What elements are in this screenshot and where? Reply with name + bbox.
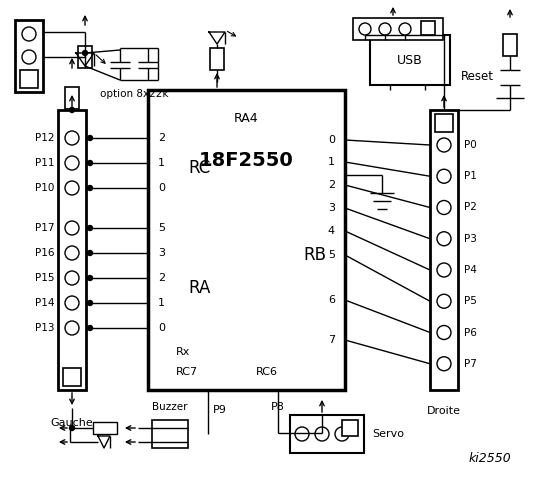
Text: Rx: Rx <box>176 347 190 357</box>
Bar <box>148 90 345 390</box>
Circle shape <box>87 135 92 141</box>
Text: 0: 0 <box>328 135 335 145</box>
Bar <box>435 114 453 132</box>
Bar <box>210 48 224 70</box>
Text: 7: 7 <box>328 335 335 345</box>
Text: RC6: RC6 <box>256 367 278 377</box>
Text: P14: P14 <box>34 298 54 308</box>
Text: P0: P0 <box>464 140 477 150</box>
Text: 2: 2 <box>328 180 335 190</box>
Text: 5: 5 <box>158 223 165 233</box>
Circle shape <box>87 251 92 255</box>
Text: option 8x22k: option 8x22k <box>100 89 169 99</box>
Bar <box>430 110 458 390</box>
Text: P13: P13 <box>34 323 54 333</box>
Text: 3: 3 <box>158 248 165 258</box>
Bar <box>65 87 79 109</box>
Text: 18F2550: 18F2550 <box>199 151 294 169</box>
Text: P16: P16 <box>34 248 54 258</box>
Text: 2: 2 <box>158 273 165 283</box>
Text: P2: P2 <box>464 203 477 213</box>
Bar <box>93 422 117 434</box>
Text: RA4: RA4 <box>234 111 259 124</box>
Bar <box>290 415 364 453</box>
Text: P11: P11 <box>34 158 54 168</box>
Text: 6: 6 <box>328 295 335 305</box>
Text: 1: 1 <box>158 298 165 308</box>
Text: Gauche: Gauche <box>51 418 93 428</box>
Text: 1: 1 <box>328 157 335 167</box>
Text: RB: RB <box>304 246 326 264</box>
Circle shape <box>70 425 75 431</box>
Bar <box>152 420 188 448</box>
Text: ki2550: ki2550 <box>468 452 512 465</box>
Text: 5: 5 <box>328 250 335 260</box>
Bar <box>20 70 38 88</box>
Text: P6: P6 <box>464 327 477 337</box>
Bar <box>15 20 43 92</box>
Bar <box>78 46 92 68</box>
Text: P1: P1 <box>464 171 477 181</box>
Text: 0: 0 <box>158 323 165 333</box>
Text: P12: P12 <box>34 133 54 143</box>
Circle shape <box>87 276 92 280</box>
Text: 0: 0 <box>158 183 165 193</box>
Circle shape <box>87 160 92 166</box>
Circle shape <box>87 185 92 191</box>
Text: Reset: Reset <box>461 71 494 84</box>
Text: RA: RA <box>188 279 210 297</box>
Text: 1: 1 <box>158 158 165 168</box>
Text: P15: P15 <box>34 273 54 283</box>
Text: P8: P8 <box>271 402 285 412</box>
Text: Servo: Servo <box>372 429 404 439</box>
Text: P3: P3 <box>464 234 477 244</box>
Text: P5: P5 <box>464 296 477 306</box>
Bar <box>421 21 435 35</box>
Text: Buzzer: Buzzer <box>152 402 188 412</box>
Circle shape <box>82 50 87 56</box>
Text: 4: 4 <box>328 226 335 236</box>
Text: P4: P4 <box>464 265 477 275</box>
Text: RC7: RC7 <box>176 367 198 377</box>
Text: P9: P9 <box>213 405 227 415</box>
Circle shape <box>87 226 92 230</box>
Text: P10: P10 <box>35 183 54 193</box>
Bar <box>353 18 443 40</box>
Text: P7: P7 <box>464 359 477 369</box>
Text: 3: 3 <box>328 203 335 213</box>
Text: RC: RC <box>188 159 210 177</box>
Text: P17: P17 <box>34 223 54 233</box>
Bar <box>63 368 81 386</box>
Bar <box>58 110 86 390</box>
Bar <box>342 420 358 436</box>
Bar <box>370 35 450 85</box>
Text: Droite: Droite <box>427 406 461 416</box>
Circle shape <box>70 108 75 112</box>
Bar <box>503 34 517 56</box>
Text: 2: 2 <box>158 133 165 143</box>
Circle shape <box>87 325 92 331</box>
Text: USB: USB <box>397 53 423 67</box>
Circle shape <box>87 300 92 305</box>
